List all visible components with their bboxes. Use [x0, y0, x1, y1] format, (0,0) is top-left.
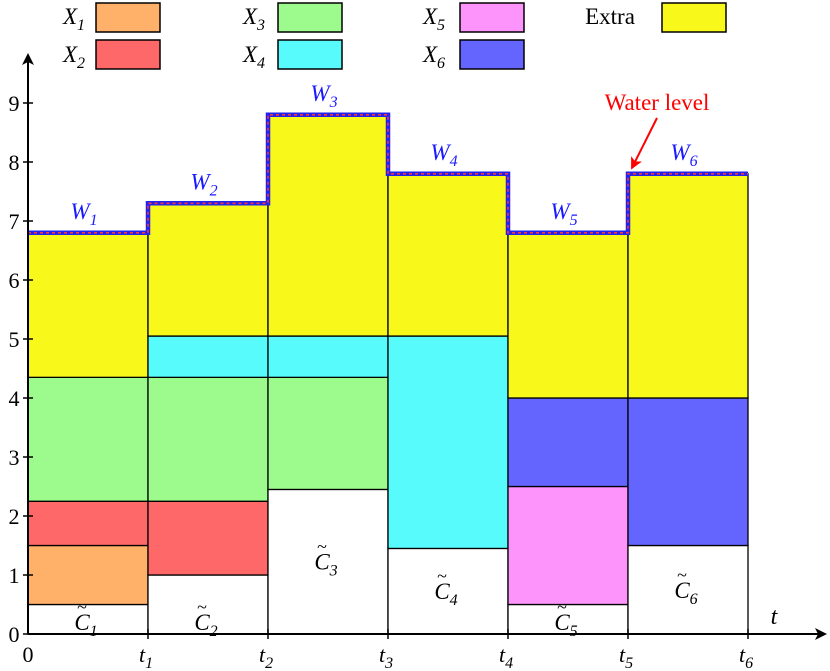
- legend-swatch-extra: [661, 2, 727, 33]
- cap-label-2-tilde: ~: [197, 597, 207, 617]
- bar-segment-3-extra: [267, 114, 389, 337]
- legend-label-x5: X5: [422, 4, 445, 34]
- water-label-2: W2: [190, 169, 217, 199]
- cap-label-3: C3: [314, 550, 337, 580]
- cap-label-1: C1: [74, 610, 97, 640]
- bar-segment-1-x3: [27, 376, 149, 502]
- axes-layer: t 0 1 2 3 4 5 6 7 8 9 0 t1 t2 t3 t4 t5 t6: [9, 53, 827, 671]
- water-level-layer: [28, 112, 748, 236]
- cap-label-1-tilde: ~: [77, 597, 87, 617]
- bar-segment-5-x5: [507, 485, 629, 606]
- cap-label-6: C6: [674, 578, 697, 608]
- y-tick-label-7: 7: [9, 209, 20, 234]
- bar-segment-1-extra: [27, 232, 149, 379]
- water-label-4: W4: [430, 140, 457, 170]
- legend-swatch-x1: [95, 2, 161, 33]
- x-tick-label-3: t3: [379, 642, 393, 671]
- bar-segment-2-extra: [147, 202, 269, 337]
- legend: X1 X2 X3 X4 X5 X6 Extra: [62, 2, 727, 72]
- cap-label-4: C4: [434, 579, 457, 609]
- x-tick-label-0: 0: [23, 642, 34, 667]
- cap-label-5-tilde: ~: [557, 597, 567, 617]
- y-tick-label-0: 0: [9, 622, 20, 647]
- cap-label-2: C2: [194, 610, 217, 640]
- legend-swatch-x5: [459, 2, 525, 33]
- bar-segment-2-x4: [147, 335, 269, 378]
- legend-label-x2: X2: [62, 42, 85, 72]
- legend-label-x1: X1: [62, 4, 85, 34]
- x-tick-label-2: t2: [259, 642, 273, 671]
- water-label-5: W5: [550, 199, 577, 229]
- cap-label-3-tilde: ~: [317, 537, 327, 557]
- x-tick-label-5: t5: [619, 642, 633, 671]
- y-tick-label-6: 6: [9, 268, 20, 293]
- y-tick-label-5: 5: [9, 327, 20, 352]
- water-label-3: W3: [310, 81, 337, 111]
- bar-segment-5-extra: [507, 232, 629, 399]
- water-level-line-inner: [28, 114, 748, 234]
- y-tick-label-3: 3: [9, 445, 20, 470]
- legend-label-x6: X6: [422, 42, 445, 72]
- cap-label-4-tilde: ~: [437, 566, 447, 586]
- bar-segment-4-extra: [387, 173, 509, 337]
- bar-segment-2-x2: [147, 500, 269, 576]
- y-tick-label-2: 2: [9, 504, 20, 529]
- x-tick-label-6: t6: [739, 642, 753, 671]
- y-tick-label-9: 9: [9, 91, 20, 116]
- bar-segment-6-extra: [627, 173, 749, 399]
- legend-swatch-x3: [277, 2, 343, 33]
- water-label-1: W1: [70, 199, 97, 229]
- bar-segment-1-x2: [27, 500, 149, 547]
- cap-box-4: [387, 547, 509, 635]
- legend-swatch-x4: [277, 39, 343, 70]
- cap-label-6-tilde: ~: [677, 565, 687, 585]
- legend-label-x3: X3: [242, 4, 265, 34]
- bar-segment-4-x4: [387, 335, 509, 550]
- cap-box-2: [147, 574, 269, 635]
- water-label-6: W6: [670, 140, 697, 170]
- legend-swatch-x6: [459, 39, 525, 70]
- bar-segment-2-x3: [147, 376, 269, 502]
- x-tick-label-4: t4: [499, 642, 513, 671]
- bar-segment-1-x1: [27, 544, 149, 606]
- bars-layer: [27, 114, 749, 635]
- bar-segment-6-x6: [627, 397, 749, 547]
- x-tick-label-1: t1: [139, 642, 153, 671]
- y-tick-label-4: 4: [9, 386, 20, 411]
- bar-segment-5-x6: [507, 397, 629, 488]
- water-level-arrow: [631, 117, 658, 170]
- x-axis-label: t: [771, 604, 779, 630]
- cap-box-6: [627, 544, 749, 635]
- cap-label-5: C5: [554, 610, 577, 640]
- water-level-annotation: Water level: [605, 90, 710, 115]
- y-tick-label-1: 1: [9, 563, 20, 588]
- bar-segment-3-x4: [267, 335, 389, 378]
- legend-swatch-x2: [95, 39, 161, 70]
- legend-label-x4: X4: [242, 42, 265, 72]
- y-tick-label-8: 8: [9, 150, 20, 175]
- bar-segment-3-x3: [267, 376, 389, 491]
- legend-label-extra: Extra: [585, 4, 635, 29]
